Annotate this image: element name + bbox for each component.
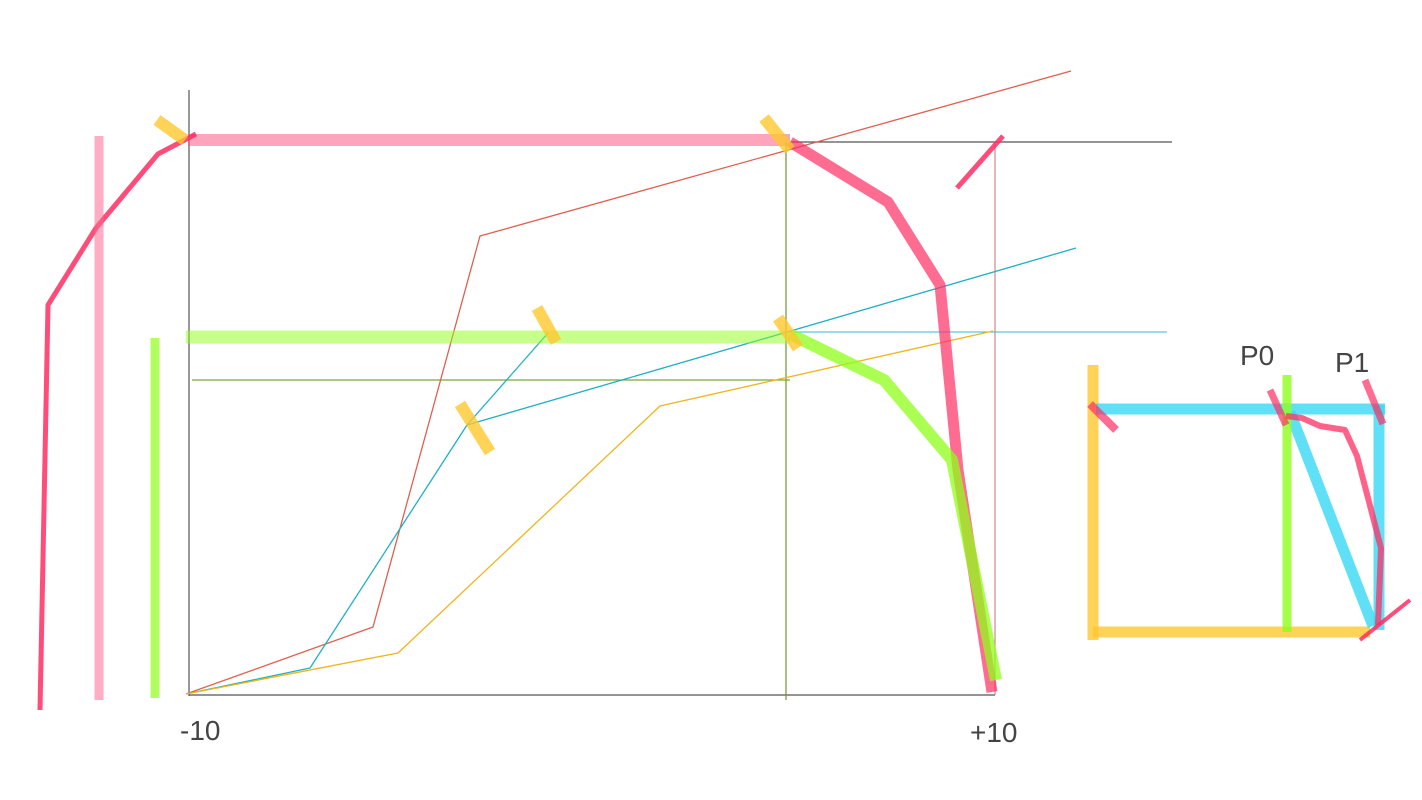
p1-label: P1 xyxy=(1335,347,1369,378)
thin-curves xyxy=(185,70,1077,695)
tick-marker xyxy=(531,305,562,345)
red-end-mark xyxy=(1358,598,1412,642)
axis-min-label: -10 xyxy=(180,715,220,746)
tick-marker xyxy=(759,114,795,154)
thin-red-curve xyxy=(185,70,1072,695)
red-bezier-curve xyxy=(1285,413,1384,626)
p0-label: P0 xyxy=(1240,340,1274,371)
red-rising-curve xyxy=(37,131,198,711)
cyan-diagonal xyxy=(1284,410,1379,628)
thin-teal-segment xyxy=(466,332,549,426)
red-p1-mark xyxy=(1361,378,1387,426)
control-point-diagram: P0 P1 xyxy=(1087,340,1412,642)
tick-marker xyxy=(153,115,189,145)
red-p0-mark xyxy=(1266,388,1290,427)
tick-markers xyxy=(153,114,803,456)
red-corner-mark xyxy=(1087,401,1119,433)
tick-marker xyxy=(773,314,803,352)
thin-orange-curve xyxy=(185,330,994,695)
axis-max-label: +10 xyxy=(970,717,1018,748)
tick-marker xyxy=(454,400,496,456)
red-short-dash xyxy=(955,134,1005,190)
thick-strokes xyxy=(37,131,1005,711)
red-falloff-curve xyxy=(787,137,998,693)
axes xyxy=(188,90,1172,700)
green-falloff-curve xyxy=(787,328,1002,682)
